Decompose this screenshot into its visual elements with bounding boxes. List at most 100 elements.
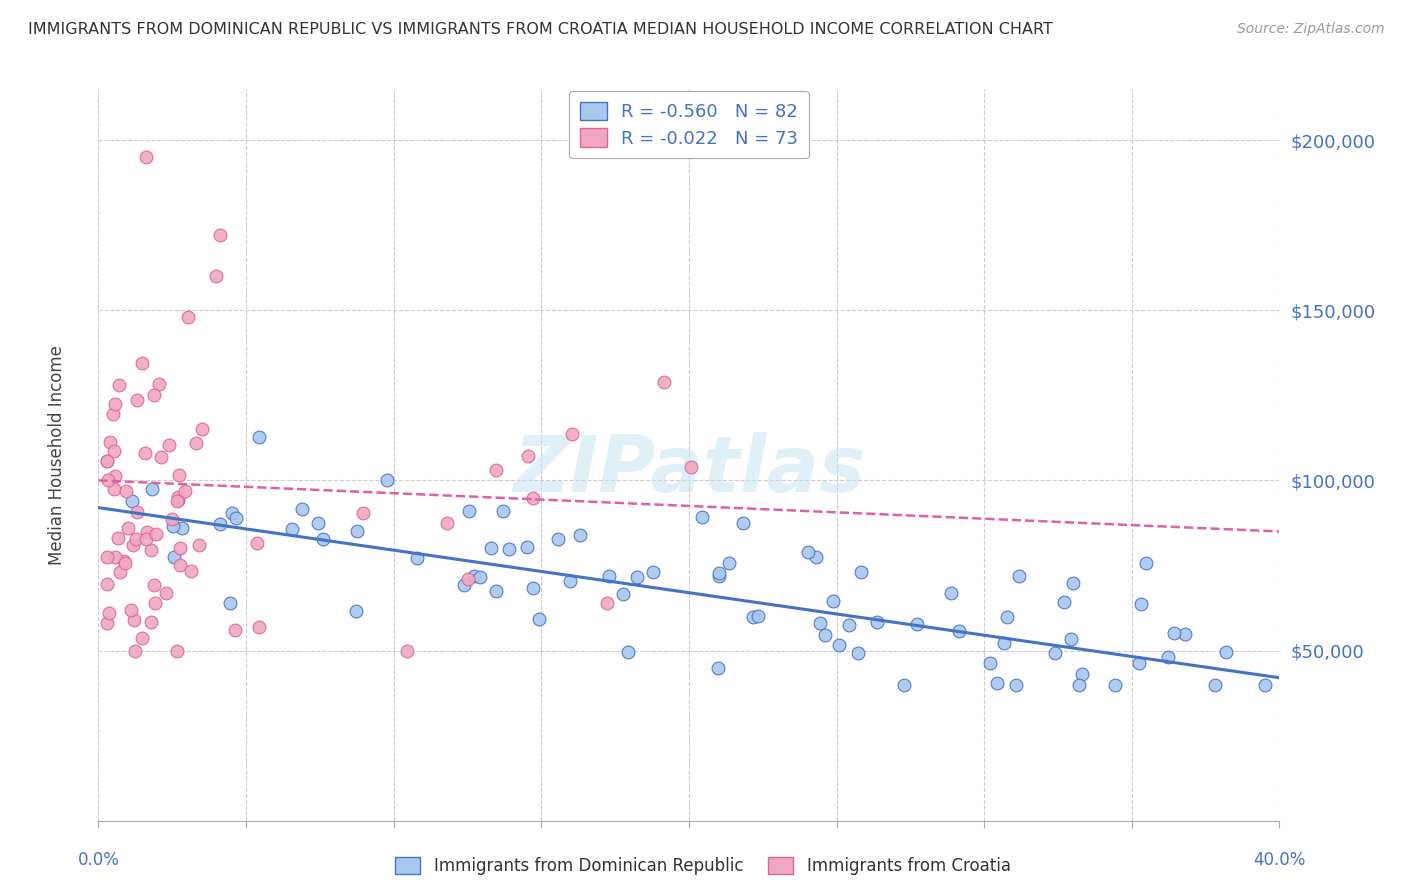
Point bbox=[221, 506, 243, 520]
Point bbox=[808, 616, 831, 631]
Point bbox=[1043, 646, 1066, 660]
Point bbox=[218, 596, 240, 610]
Point bbox=[112, 554, 135, 568]
Point bbox=[145, 596, 167, 610]
Point bbox=[280, 522, 302, 536]
Point bbox=[148, 376, 170, 391]
Point bbox=[224, 624, 246, 638]
Point bbox=[529, 612, 551, 626]
Point bbox=[612, 587, 634, 601]
Point bbox=[141, 482, 163, 496]
Point bbox=[291, 501, 314, 516]
Point bbox=[1128, 656, 1150, 670]
Point bbox=[733, 516, 755, 530]
Point bbox=[135, 533, 157, 547]
Point bbox=[108, 565, 131, 579]
Point bbox=[169, 541, 191, 555]
Point bbox=[547, 533, 569, 547]
Point bbox=[96, 454, 118, 468]
Point bbox=[814, 628, 837, 642]
Point bbox=[939, 585, 962, 599]
Point bbox=[155, 586, 177, 600]
Point bbox=[1008, 569, 1031, 583]
Point bbox=[157, 438, 180, 452]
Point bbox=[312, 532, 335, 546]
Point bbox=[679, 460, 702, 475]
Point bbox=[247, 619, 270, 633]
Point bbox=[344, 604, 367, 618]
Point bbox=[1163, 625, 1185, 640]
Point bbox=[96, 549, 118, 564]
Point bbox=[492, 504, 515, 518]
Point bbox=[169, 558, 191, 572]
Text: ZIPatlas: ZIPatlas bbox=[513, 432, 865, 508]
Point bbox=[468, 570, 491, 584]
Point bbox=[1130, 597, 1153, 611]
Point bbox=[1069, 677, 1091, 691]
Point bbox=[107, 378, 129, 392]
Point bbox=[135, 525, 157, 540]
Point bbox=[463, 569, 485, 583]
Point bbox=[162, 512, 184, 526]
Point bbox=[436, 516, 458, 531]
Point bbox=[804, 550, 827, 565]
Point bbox=[177, 310, 200, 325]
Point bbox=[1215, 645, 1237, 659]
Point bbox=[97, 607, 120, 621]
Point bbox=[866, 615, 889, 629]
Point bbox=[717, 556, 740, 570]
Point bbox=[796, 545, 818, 559]
Point bbox=[561, 427, 583, 442]
Point bbox=[1135, 556, 1157, 570]
Point bbox=[149, 450, 172, 464]
Point bbox=[103, 483, 125, 497]
Point bbox=[96, 577, 118, 591]
Point bbox=[131, 632, 153, 646]
Point bbox=[188, 538, 211, 552]
Point bbox=[346, 524, 368, 539]
Point bbox=[905, 617, 928, 632]
Point bbox=[127, 505, 149, 519]
Point bbox=[104, 469, 127, 483]
Point bbox=[191, 422, 214, 436]
Point bbox=[125, 532, 148, 546]
Point bbox=[453, 578, 475, 592]
Point bbox=[205, 269, 228, 284]
Text: Source: ZipAtlas.com: Source: ZipAtlas.com bbox=[1237, 22, 1385, 37]
Point bbox=[849, 565, 872, 579]
Point bbox=[652, 375, 675, 389]
Point bbox=[1204, 677, 1226, 691]
Point bbox=[246, 536, 269, 550]
Point bbox=[457, 572, 479, 586]
Point bbox=[225, 510, 247, 524]
Point bbox=[135, 150, 157, 164]
Point bbox=[747, 608, 769, 623]
Point bbox=[1060, 632, 1083, 646]
Point bbox=[741, 609, 763, 624]
Point bbox=[596, 596, 619, 610]
Point bbox=[1071, 666, 1094, 681]
Point bbox=[1156, 650, 1178, 665]
Point bbox=[626, 570, 648, 584]
Point bbox=[979, 656, 1001, 670]
Point bbox=[115, 484, 138, 499]
Point bbox=[208, 228, 231, 243]
Point bbox=[986, 676, 1008, 690]
Point bbox=[616, 645, 638, 659]
Point bbox=[1254, 677, 1277, 691]
Point bbox=[846, 646, 869, 660]
Point bbox=[142, 388, 165, 402]
Point bbox=[101, 407, 124, 421]
Point bbox=[208, 516, 231, 531]
Point bbox=[174, 484, 197, 499]
Point bbox=[166, 491, 188, 505]
Point bbox=[166, 493, 188, 508]
Point bbox=[104, 397, 127, 411]
Point bbox=[709, 566, 731, 581]
Point bbox=[134, 446, 156, 460]
Point bbox=[1053, 595, 1076, 609]
Point bbox=[706, 661, 728, 675]
Point bbox=[522, 491, 544, 506]
Point bbox=[406, 551, 429, 566]
Point bbox=[170, 521, 193, 535]
